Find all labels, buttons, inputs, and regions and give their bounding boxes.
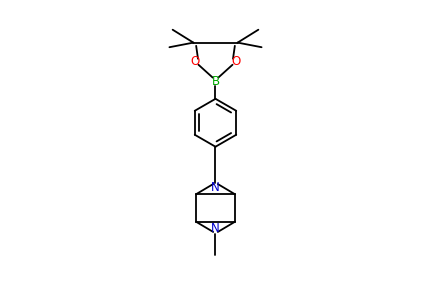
Text: O: O — [230, 55, 240, 69]
Text: O: O — [190, 55, 200, 69]
Text: N: N — [211, 181, 219, 194]
Text: B: B — [211, 75, 219, 88]
Text: N: N — [211, 222, 219, 235]
